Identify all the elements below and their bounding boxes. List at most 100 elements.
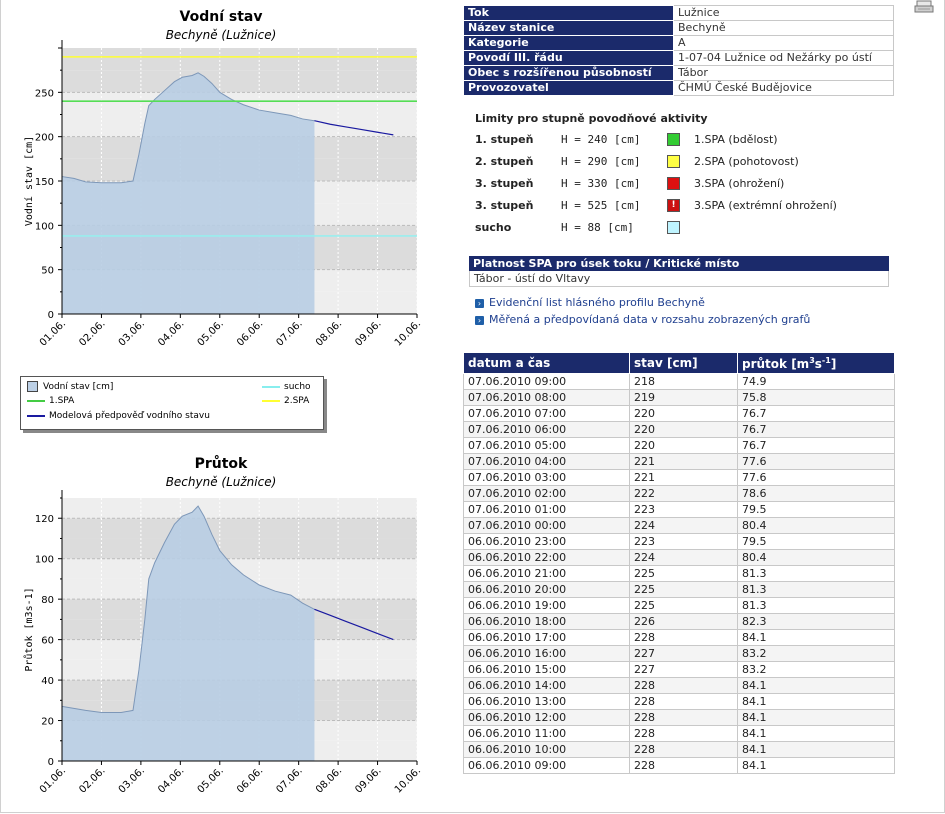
cell-flow: 79.5 bbox=[737, 533, 895, 550]
y-tick-label: 80 bbox=[41, 595, 54, 606]
chart-subtitle: Bechyně (Lužnice) bbox=[166, 475, 277, 489]
arrow-right-icon: › bbox=[475, 298, 484, 308]
legend-item-water-level: Vodní stav [cm] bbox=[27, 381, 113, 393]
cell-datetime: 07.06.2010 00:00 bbox=[463, 517, 630, 534]
cell-level: 224 bbox=[629, 517, 738, 534]
observed-area bbox=[62, 72, 315, 315]
cell-level: 228 bbox=[629, 741, 738, 758]
table-row: 06.06.2010 14:00 228 84.1 bbox=[463, 677, 895, 694]
info-key: Tok bbox=[463, 5, 674, 21]
cell-datetime: 06.06.2010 15:00 bbox=[463, 661, 630, 678]
cell-datetime: 06.06.2010 16:00 bbox=[463, 645, 630, 662]
cell-flow: 76.7 bbox=[737, 437, 895, 454]
limit-swatch bbox=[667, 133, 680, 146]
info-row: Kategorie A bbox=[463, 35, 894, 51]
table-row: 06.06.2010 09:00 228 84.1 bbox=[463, 757, 895, 774]
legend-item-sucho: sucho bbox=[262, 381, 311, 393]
table-row: 07.06.2010 08:00 219 75.8 bbox=[463, 389, 895, 406]
limit-row: 3. stupeň H = 330 [cm] 3.SPA (ohrožení) bbox=[475, 177, 895, 191]
cell-level: 228 bbox=[629, 709, 738, 726]
x-tick-label: 06.06. bbox=[235, 765, 265, 795]
cell-level: 228 bbox=[629, 677, 738, 694]
arrow-right-icon: › bbox=[475, 315, 484, 325]
table-row: 07.06.2010 05:00 220 76.7 bbox=[463, 437, 895, 454]
table-row: 06.06.2010 19:00 225 81.3 bbox=[463, 597, 895, 614]
cell-flow: 79.5 bbox=[737, 501, 895, 518]
y-tick-label: 150 bbox=[35, 177, 54, 188]
limit-stage: 3. stupeň bbox=[475, 199, 534, 212]
cell-flow: 74.9 bbox=[737, 373, 895, 390]
x-tick-label: 10.06. bbox=[393, 765, 423, 795]
x-tick-label: 03.06. bbox=[117, 765, 147, 795]
cell-level: 223 bbox=[629, 501, 738, 518]
cell-datetime: 06.06.2010 22:00 bbox=[463, 549, 630, 566]
cell-flow: 77.6 bbox=[737, 453, 895, 470]
info-row: Obec s rozšířenou působností Tábor bbox=[463, 65, 894, 81]
cell-datetime: 07.06.2010 03:00 bbox=[463, 469, 630, 486]
cell-flow: 81.3 bbox=[737, 597, 895, 614]
x-tick-label: 03.06. bbox=[117, 318, 147, 348]
forecast-line bbox=[314, 120, 394, 136]
cell-level: 221 bbox=[629, 453, 738, 470]
water-level-chart: Vodní stav Bechyně (Lužnice) 0 50 100 150 20… bbox=[23, 9, 423, 349]
table-row: 06.06.2010 16:00 227 83.2 bbox=[463, 645, 895, 662]
cell-flow: 78.6 bbox=[737, 485, 895, 502]
x-tick-label: 05.06. bbox=[196, 318, 226, 348]
limit-height: H = 330 [cm] bbox=[561, 177, 641, 190]
table-row: 06.06.2010 15:00 227 83.2 bbox=[463, 661, 895, 678]
chart-title: Průtok bbox=[195, 455, 248, 472]
legend-line bbox=[262, 385, 280, 388]
x-tick-label: 06.06. bbox=[235, 318, 265, 348]
limit-row: 3. stupeň H = 525 [cm]! 3.SPA (extrémní oh… bbox=[475, 199, 895, 213]
cell-flow: 75.8 bbox=[737, 389, 895, 406]
table-row: 07.06.2010 00:00 224 80.4 bbox=[463, 517, 895, 534]
table-row: 07.06.2010 09:00 218 74.9 bbox=[463, 373, 895, 390]
table-row: 07.06.2010 04:00 221 77.6 bbox=[463, 453, 895, 470]
station-info-table: Tok Lužnice Název stanice Bechyně Kategorie A… bbox=[463, 5, 894, 96]
table-row: 07.06.2010 01:00 223 79.5 bbox=[463, 501, 895, 518]
link-data-range[interactable]: › Měřená a předpovídaná data v rozsahu zo… bbox=[475, 313, 810, 326]
cell-datetime: 06.06.2010 12:00 bbox=[463, 709, 630, 726]
cell-flow: 84.1 bbox=[737, 725, 895, 742]
cell-level: 220 bbox=[629, 421, 738, 438]
cell-level: 219 bbox=[629, 389, 738, 406]
cell-flow: 83.2 bbox=[737, 645, 895, 662]
cell-level: 220 bbox=[629, 437, 738, 454]
plot-band bbox=[62, 70, 417, 93]
print-icon[interactable] bbox=[914, 0, 934, 14]
limit-height: H = 240 [cm] bbox=[561, 133, 641, 146]
chart-subtitle: Bechyně (Lužnice) bbox=[166, 28, 277, 42]
x-tick-label: 01.06. bbox=[38, 318, 68, 348]
forecast-line bbox=[314, 608, 394, 641]
cell-datetime: 07.06.2010 08:00 bbox=[463, 389, 630, 406]
chart-legend: Vodní stav [cm] 1.SPA Modelová předpověď… bbox=[20, 376, 324, 430]
cell-datetime: 06.06.2010 23:00 bbox=[463, 533, 630, 550]
info-key: Obec s rozšířenou působností bbox=[463, 65, 674, 81]
table-row: 06.06.2010 18:00 226 82.3 bbox=[463, 613, 895, 630]
spa-value: Tábor - ústí do Vltavy bbox=[469, 271, 889, 287]
cell-level: 227 bbox=[629, 645, 738, 662]
cell-level: 227 bbox=[629, 661, 738, 678]
table-row: 06.06.2010 17:00 228 84.1 bbox=[463, 629, 895, 646]
y-axis-label: Vodní stav [cm] bbox=[23, 136, 35, 226]
info-key: Povodí III. řádu bbox=[463, 50, 674, 66]
x-tick-label: 08.06. bbox=[314, 318, 344, 348]
info-row: Povodí III. řádu 1-07-04 Lužnice od Nežár… bbox=[463, 50, 894, 66]
col-header-datetime: datum a čas bbox=[463, 352, 630, 374]
cell-flow: 84.1 bbox=[737, 629, 895, 646]
x-tick-label: 05.06. bbox=[196, 765, 226, 795]
cell-datetime: 07.06.2010 02:00 bbox=[463, 485, 630, 502]
limit-swatch bbox=[667, 155, 680, 168]
cell-flow: 76.7 bbox=[737, 421, 895, 438]
y-tick-label: 120 bbox=[35, 514, 54, 525]
link-station-sheet[interactable]: › Evidenční list hlásného profilu Bechyně bbox=[475, 296, 705, 309]
legend-swatch bbox=[27, 381, 38, 392]
x-tick-label: 02.06. bbox=[77, 318, 107, 348]
cell-datetime: 06.06.2010 09:00 bbox=[463, 757, 630, 774]
legend-line bbox=[27, 414, 45, 417]
limit-stage: sucho bbox=[475, 221, 512, 234]
cell-level: 228 bbox=[629, 693, 738, 710]
table-row: 06.06.2010 22:00 224 80.4 bbox=[463, 549, 895, 566]
cell-datetime: 06.06.2010 18:00 bbox=[463, 613, 630, 630]
cell-level: 228 bbox=[629, 629, 738, 646]
